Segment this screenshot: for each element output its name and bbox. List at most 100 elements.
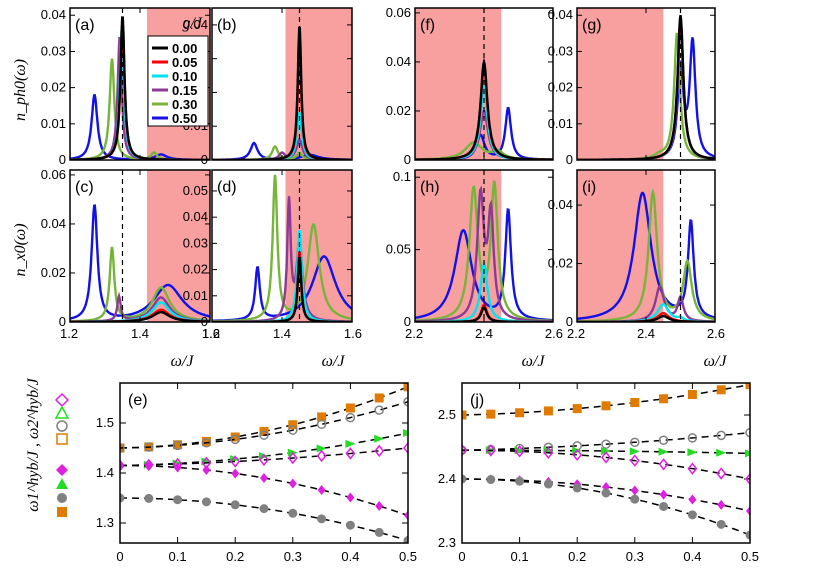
fit-curve (120, 447, 408, 467)
marker-circle-open (144, 442, 154, 452)
marker-diamond-open (485, 444, 496, 457)
series-line-0.50 (415, 208, 553, 322)
marker-diamond (717, 499, 726, 510)
x-label-3: ω/J (522, 353, 546, 370)
marker-circle-open (120, 443, 125, 453)
marker-diamond (659, 489, 668, 500)
marker-circle (288, 508, 298, 518)
marker-square (687, 390, 697, 400)
y-tick-label: 0.04 (41, 7, 66, 22)
legend: g/J 0.000.050.100.150.300.50 (147, 15, 209, 127)
marker-diamond-open (316, 449, 327, 463)
panel-label: (f) (420, 17, 435, 34)
x-tick-label: 0.5 (399, 549, 417, 564)
marker-circle-open (345, 412, 356, 423)
marker-diamond (288, 478, 297, 489)
marker-circle (745, 530, 750, 540)
marker-circle (120, 493, 125, 503)
y-tick-label: 0.05 (183, 183, 208, 198)
fit-curve (462, 383, 750, 416)
marker-diamond-open (403, 441, 408, 455)
marker-diamond-open (374, 444, 385, 458)
panel-label: (b) (217, 17, 237, 34)
frame (211, 7, 353, 161)
marker-diamond (260, 473, 268, 483)
x-tick-label: 0 (458, 549, 465, 564)
frame (69, 7, 211, 161)
frame (69, 169, 211, 323)
legend-box (147, 35, 209, 127)
marker-circle-open (316, 419, 327, 430)
y-label-top: n_ph0(ω) (12, 59, 29, 121)
legend-marker-triangle (56, 478, 68, 489)
marker-circle (659, 501, 669, 511)
marker-circle (317, 514, 327, 524)
x-tick-label: 0.2 (568, 549, 586, 564)
frame (211, 169, 353, 323)
y-tick-label: 0.03 (41, 43, 66, 58)
panel-c: 0 0.02 0.04 0.06 1.2 1.4 1.6 (c) (41, 167, 220, 341)
marker-circle-open (716, 430, 726, 441)
y-tick-label: 0.05 (386, 242, 411, 257)
x-tick-label: 0.1 (511, 549, 529, 564)
series-line-0.30 (70, 246, 210, 322)
series-line-0.00 (415, 57, 553, 160)
marker-circle (462, 474, 467, 484)
marker-diamond-open (629, 454, 640, 467)
marker-triangle (345, 439, 356, 448)
y-tick-label: 2.5 (438, 407, 456, 422)
x-tick-label: 0.2 (226, 549, 244, 564)
frame (414, 7, 554, 161)
scatter-y-label: ω1^hyb/J , ω2^hyb/J (25, 377, 42, 511)
y-tick-label: 0 (201, 152, 208, 167)
marker-circle (543, 479, 553, 489)
legend-marker-triangle-open (54, 405, 70, 419)
marker-circle-open (259, 430, 269, 440)
panel-e: 0 0.1 0.2 0.3 0.4 0.5 1.3 1.4 1.5 (e) (96, 382, 417, 564)
marker-square (345, 403, 355, 413)
marker-square (288, 420, 298, 430)
marker-circle (173, 495, 183, 505)
marker-circle (259, 504, 269, 514)
marker-diamond (317, 485, 326, 495)
x-tick-label: 2.6 (707, 326, 725, 341)
x-tick-label: 2.4 (475, 326, 493, 341)
marker-circle (687, 510, 697, 520)
marker-circle (716, 519, 726, 529)
marker-circle-open (201, 438, 212, 448)
panel-d: 0 0.01 0.02 0.03 0.04 0.05 1.2 1.4 1.6 (d) (183, 169, 362, 341)
marker-diamond (375, 501, 384, 511)
marker-diamond-open (716, 467, 727, 480)
legend-label: 0.00 (172, 41, 197, 56)
marker-diamond-open (601, 451, 611, 464)
marker-diamond (173, 462, 182, 473)
marker-circle (403, 536, 408, 543)
marker-circle (201, 497, 211, 507)
marker-diamond-open (230, 455, 241, 468)
marker-circle (601, 488, 611, 498)
y-tick-label: 0.02 (41, 80, 66, 95)
legend-marker-circle-open (56, 420, 68, 432)
fit-curve (462, 431, 750, 451)
x-tick-label: 1.2 (60, 326, 78, 341)
marker-diamond-open (543, 446, 554, 459)
x-label-4: ω/J (704, 353, 728, 370)
x-tick-label: 1.6 (344, 326, 362, 341)
y-tick-label: 2.4 (438, 471, 456, 486)
marker-circle (345, 520, 355, 530)
panel-label: (g) (582, 17, 602, 34)
legend-title: g/J (182, 15, 202, 32)
marker-circle-open (658, 435, 669, 445)
marker-square (745, 383, 750, 390)
marker-triangle (716, 448, 727, 457)
marker-triangle (687, 448, 698, 457)
y-tick-label: 1.5 (96, 415, 114, 430)
x-tick-label: 0 (116, 549, 123, 564)
y-tick-label: 0.1 (393, 169, 411, 184)
y-tick-label: 0 (59, 314, 66, 329)
y-tick-label: 0.04 (41, 216, 66, 231)
legend-marker-diamond (56, 464, 68, 476)
marker-diamond (231, 468, 240, 479)
y-tick-label: 0.04 (386, 54, 411, 69)
panel-label: (d) (217, 179, 237, 196)
